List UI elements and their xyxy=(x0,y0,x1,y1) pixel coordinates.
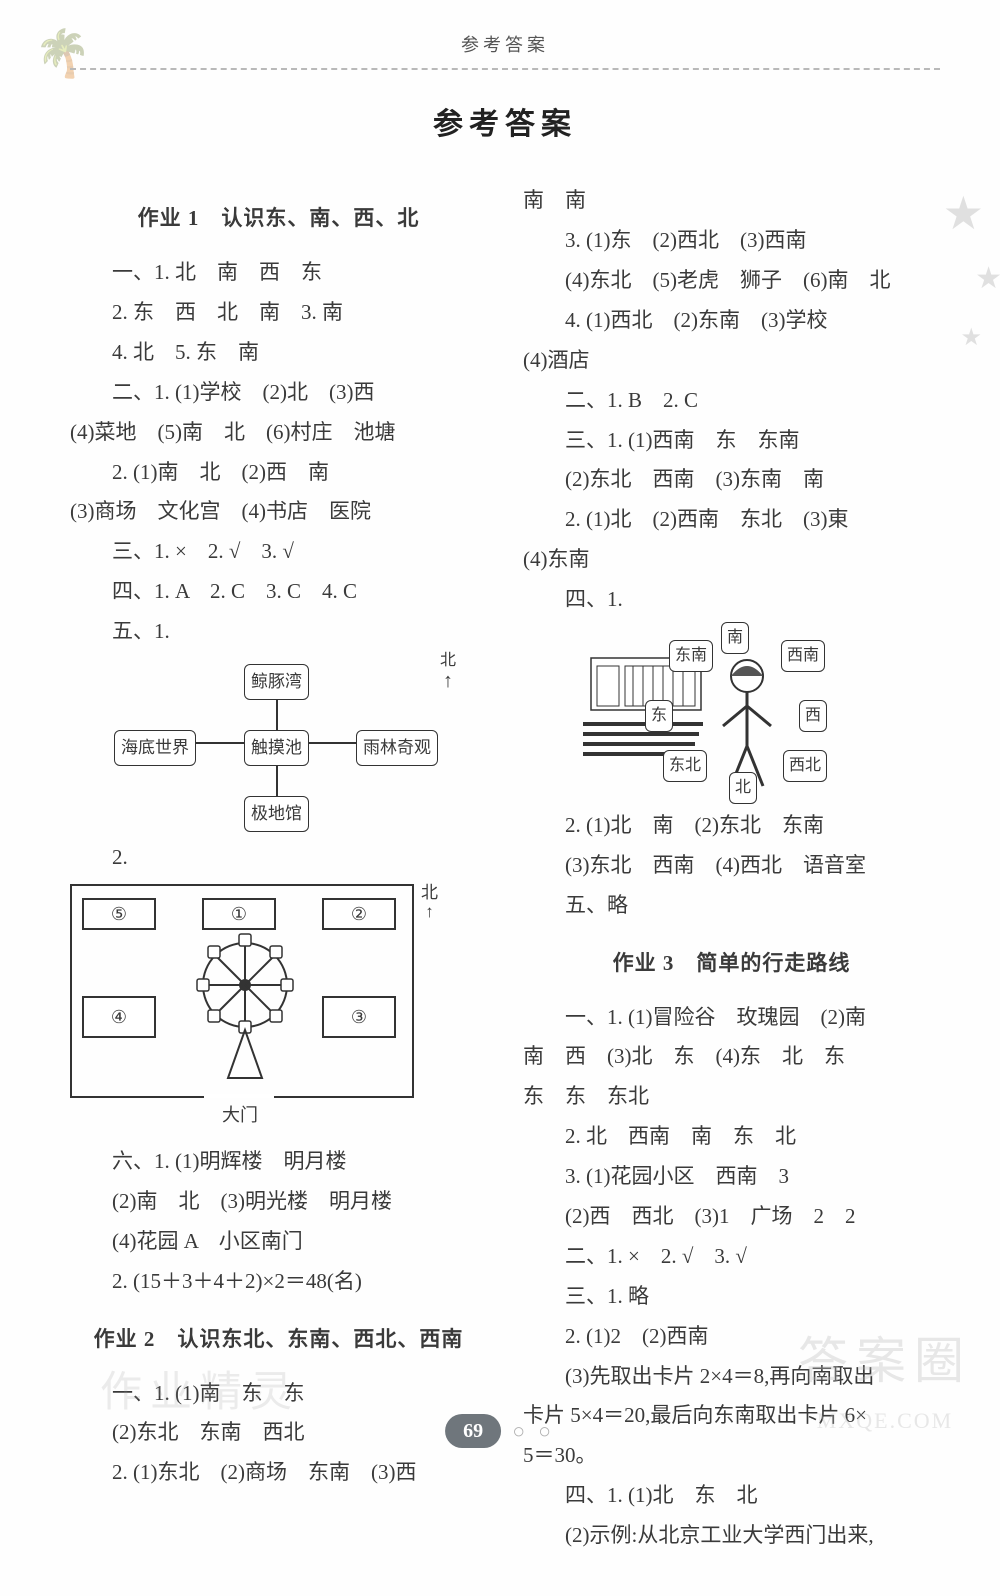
answer-line: 二、1. B 2. C xyxy=(523,381,940,421)
node-bottom: 极地馆 xyxy=(244,796,309,832)
answer-line: 2. 北 西南 南 东 北 xyxy=(523,1117,940,1157)
page-header: 参考答案 xyxy=(70,28,940,62)
answer-line: 五、1. xyxy=(70,612,487,652)
gate-notch xyxy=(204,1094,274,1098)
answer-line: (4)酒店 xyxy=(523,341,940,381)
answer-line: 4. 北 5. 东 南 xyxy=(70,333,487,373)
arrow-up-icon xyxy=(443,674,453,691)
answer-line: 2. (1)东北 (2)商场 东南 (3)西 xyxy=(70,1453,487,1493)
answer-line: 2. xyxy=(70,838,487,878)
answer-line: 一、1. (1)冒险谷 玫瑰园 (2)南 xyxy=(523,998,940,1038)
ferris-diagram: 北↑ ⑤ ① ② ④ ③ xyxy=(70,884,487,1132)
answer-line: 二、1. × 2. √ 3. √ xyxy=(523,1237,940,1277)
compass-e: 西 xyxy=(799,700,827,732)
slot-3: ③ xyxy=(322,996,396,1038)
brand-watermark: 答案圈 MXQE.COM xyxy=(798,1336,972,1436)
compass-s: 北 xyxy=(729,772,757,804)
brand-url: MXQE.COM xyxy=(817,1408,953,1433)
answer-line: 三、1. × 2. √ 3. √ xyxy=(70,532,487,572)
page-number: 69 xyxy=(445,1414,501,1448)
answer-line: (2)南 北 (3)明光楼 明月楼 xyxy=(70,1182,487,1222)
answer-line: (4)东南 xyxy=(523,540,940,580)
answer-line: (4)花园 A 小区南门 xyxy=(70,1222,487,1262)
answer-line: 二、1. (1)学校 (2)北 (3)西 xyxy=(70,373,487,413)
answer-line: 五、略 xyxy=(523,886,940,926)
answer-line: 南 南 xyxy=(523,181,940,221)
answer-line: (2)示例:从北京工业大学西门出来, xyxy=(523,1516,940,1556)
answer-line: 南 西 (3)北 东 (4)东 北 东 xyxy=(523,1037,940,1077)
answer-line: 2. (1)北 (2)西南 东北 (3)東 xyxy=(523,500,940,540)
answer-line: 三、1. 略 xyxy=(523,1277,940,1317)
node-top: 鲸豚湾 xyxy=(244,664,309,700)
node-left: 海底世界 xyxy=(114,730,196,766)
slot-2: ② xyxy=(322,898,396,930)
answer-line: 3. (1)花园小区 西南 3 xyxy=(523,1157,940,1197)
answer-line: 4. (1)西北 (2)东南 (3)学校 xyxy=(523,301,940,341)
compass-w: 东 xyxy=(645,700,673,732)
answer-line: 东 东 东北 xyxy=(523,1077,940,1117)
watermark: 作业精灵 xyxy=(100,1354,300,1434)
north-label: 北 xyxy=(440,652,456,669)
gate-label: 大门 xyxy=(70,1098,410,1132)
north-label: 北 xyxy=(421,883,438,902)
answer-line: 2. (15＋3＋4＋2)×2＝48(名) xyxy=(70,1262,487,1302)
header-divider xyxy=(70,68,940,70)
compass-n: 南 xyxy=(721,622,749,654)
answer-line: 一、1. 北 南 西 东 xyxy=(70,253,487,293)
answer-line: (2)东北 西南 (3)东南 南 xyxy=(523,460,940,500)
page-number-badge: 69 ○ ○ xyxy=(445,1411,555,1452)
answer-line: 三、1. (1)西南 东 东南 xyxy=(523,421,940,461)
section-3-title: 作业 3 简单的行走路线 xyxy=(523,944,940,984)
answer-line: 3. (1)东 (2)西北 (3)西南 xyxy=(523,221,940,261)
page-dots: ○ ○ xyxy=(512,1412,555,1452)
compass-diagram: 南 东南 西南 东 西 东北 西北 北 xyxy=(523,626,940,796)
slot-5: ⑤ xyxy=(82,898,156,930)
answer-line: (4)菜地 (5)南 北 (6)村庄 池塘 xyxy=(70,413,487,453)
answer-line: 2. (1)南 北 (2)西 南 xyxy=(70,453,487,493)
answer-line: (4)东北 (5)老虎 狮子 (6)南 北 xyxy=(523,261,940,301)
answer-line: (3)商场 文化宫 (4)书店 医院 xyxy=(70,492,487,532)
answer-line: (2)西 西北 (3)1 广场 2 2 xyxy=(523,1197,940,1237)
answer-line: 四、1. (1)北 东 北 xyxy=(523,1476,940,1516)
answer-line: 六、1. (1)明辉楼 明月楼 xyxy=(70,1142,487,1182)
compass-sw: 东北 xyxy=(663,750,707,782)
answer-line: 2. 东 西 北 南 3. 南 xyxy=(70,293,487,333)
answer-line: 5＝30。 xyxy=(523,1436,940,1476)
ferris-wheel-icon xyxy=(190,930,300,1080)
answer-line: 四、1. A 2. C 3. C 4. C xyxy=(70,572,487,612)
slot-4: ④ xyxy=(82,996,156,1038)
section-1-title: 作业 1 认识东、南、西、北 xyxy=(70,199,487,239)
compass-ne: 西南 xyxy=(781,640,825,672)
north-indicator: 北↑ xyxy=(421,884,438,921)
slot-1: ① xyxy=(202,898,276,930)
page-title: 参考答案 xyxy=(70,96,940,153)
answer-line: 四、1. xyxy=(523,580,940,620)
compass-nw: 东南 xyxy=(669,640,713,672)
aquarium-diagram: 北 鲸豚湾 海底世界 触摸池 雨林奇观 极地馆 xyxy=(70,658,487,828)
answer-line: 2. (1)北 南 (2)东北 东南 xyxy=(523,806,940,846)
node-center: 触摸池 xyxy=(244,730,309,766)
node-right: 雨林奇观 xyxy=(356,730,438,766)
north-indicator: 北 xyxy=(440,652,456,692)
compass-se: 西北 xyxy=(783,750,827,782)
brand-name: 答案圈 xyxy=(798,1333,972,1389)
left-column: 作业 1 认识东、南、西、北 一、1. 北 南 西 东 2. 东 西 北 南 3… xyxy=(70,181,487,1556)
answer-line: (3)东北 西南 (4)西北 语音室 xyxy=(523,846,940,886)
